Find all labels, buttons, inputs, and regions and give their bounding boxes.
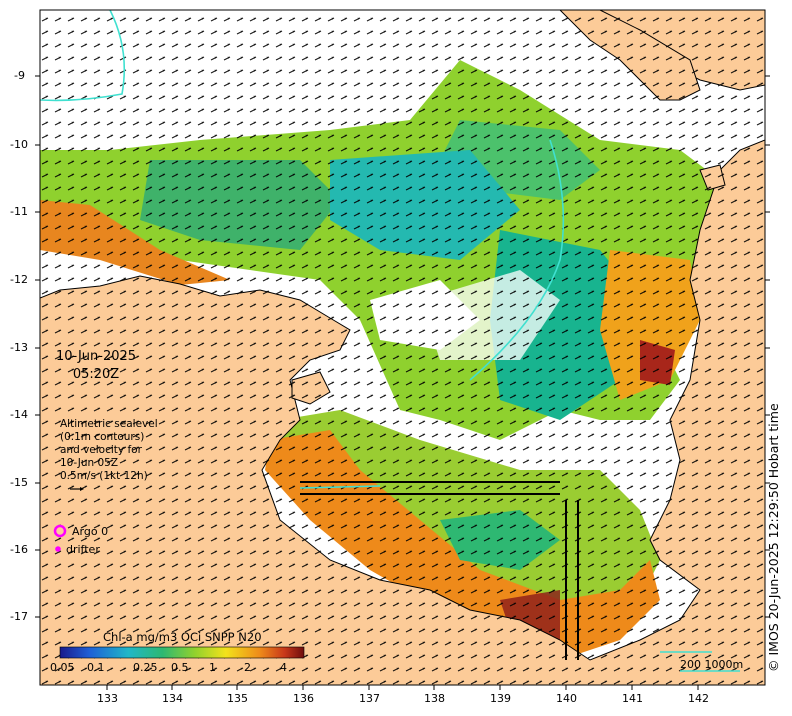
lat-tick-17: -17 xyxy=(10,610,28,623)
map-frame xyxy=(40,10,765,685)
cbar-tick-5: 2 xyxy=(244,661,251,674)
lon-tick-139: 139 xyxy=(490,692,511,705)
cbar-tick-0: 0.05 xyxy=(50,661,75,674)
lon-tick-140: 140 xyxy=(556,692,577,705)
lat-tick-10: -10 xyxy=(10,138,28,151)
lat-tick-14: -14 xyxy=(10,408,28,421)
drifter-label: drifter xyxy=(66,543,100,556)
lat-tick-9: -9 xyxy=(14,69,25,82)
argo-label: Argo 0 xyxy=(72,525,109,538)
lon-tick-138: 138 xyxy=(424,692,445,705)
lat-tick-16: -16 xyxy=(10,543,28,556)
lon-tick-133: 133 xyxy=(97,692,118,705)
colorbar xyxy=(59,646,305,659)
strong-current xyxy=(300,481,579,660)
depth-scale-label: 200 1000m xyxy=(680,658,744,671)
velocity-legend: Altimetric sealevel (0.1m contours) and … xyxy=(60,418,158,483)
colorbar-title: Chl-a mg/m3 OCi SNPP N20 xyxy=(103,630,262,644)
lon-tick-135: 135 xyxy=(227,692,248,705)
drifter-marker xyxy=(55,546,61,552)
cbar-tick-1: 0.1 xyxy=(87,661,105,674)
cbar-tick-6: 4 xyxy=(280,661,287,674)
legend-line-5: 0.5m/s (1kt 12h) xyxy=(60,470,148,482)
velocity-scale-arrow xyxy=(70,487,84,491)
lon-tick-141: 141 xyxy=(622,692,643,705)
lon-tick-134: 134 xyxy=(162,692,183,705)
legend-line-4: 10-Jun 05Z xyxy=(60,457,119,469)
time-line: 05:20Z xyxy=(72,367,120,382)
sealevel-contours xyxy=(40,10,712,653)
cbar-tick-3: 0.5 xyxy=(171,661,189,674)
lon-tick-136: 136 xyxy=(293,692,314,705)
lat-tick-12: -12 xyxy=(10,273,28,286)
lat-tick-15: -15 xyxy=(10,476,28,489)
date-stamp: 10-Jun-2025 05:20Z xyxy=(56,348,136,384)
legend-line-1: Altimetric sealevel xyxy=(60,418,158,430)
cbar-tick-4: 1 xyxy=(209,661,216,674)
lon-tick-142: 142 xyxy=(688,692,709,705)
lat-tick-11: -11 xyxy=(10,205,28,218)
legend-line-2: (0.1m contours) xyxy=(60,431,145,443)
velocity-arrows xyxy=(40,10,765,685)
date-line: 10-Jun-2025 xyxy=(56,349,137,364)
imos-credit: © IMOS 20-Jun-2025 12:29:50 Hobart time xyxy=(766,403,781,672)
lon-tick-137: 137 xyxy=(359,692,380,705)
cbar-tick-2: 0.25 xyxy=(133,661,158,674)
lat-tick-13: -13 xyxy=(10,341,28,354)
axis-ticks xyxy=(35,75,770,690)
legend-line-3: and velocity for xyxy=(60,444,142,456)
argo-marker xyxy=(53,524,67,538)
